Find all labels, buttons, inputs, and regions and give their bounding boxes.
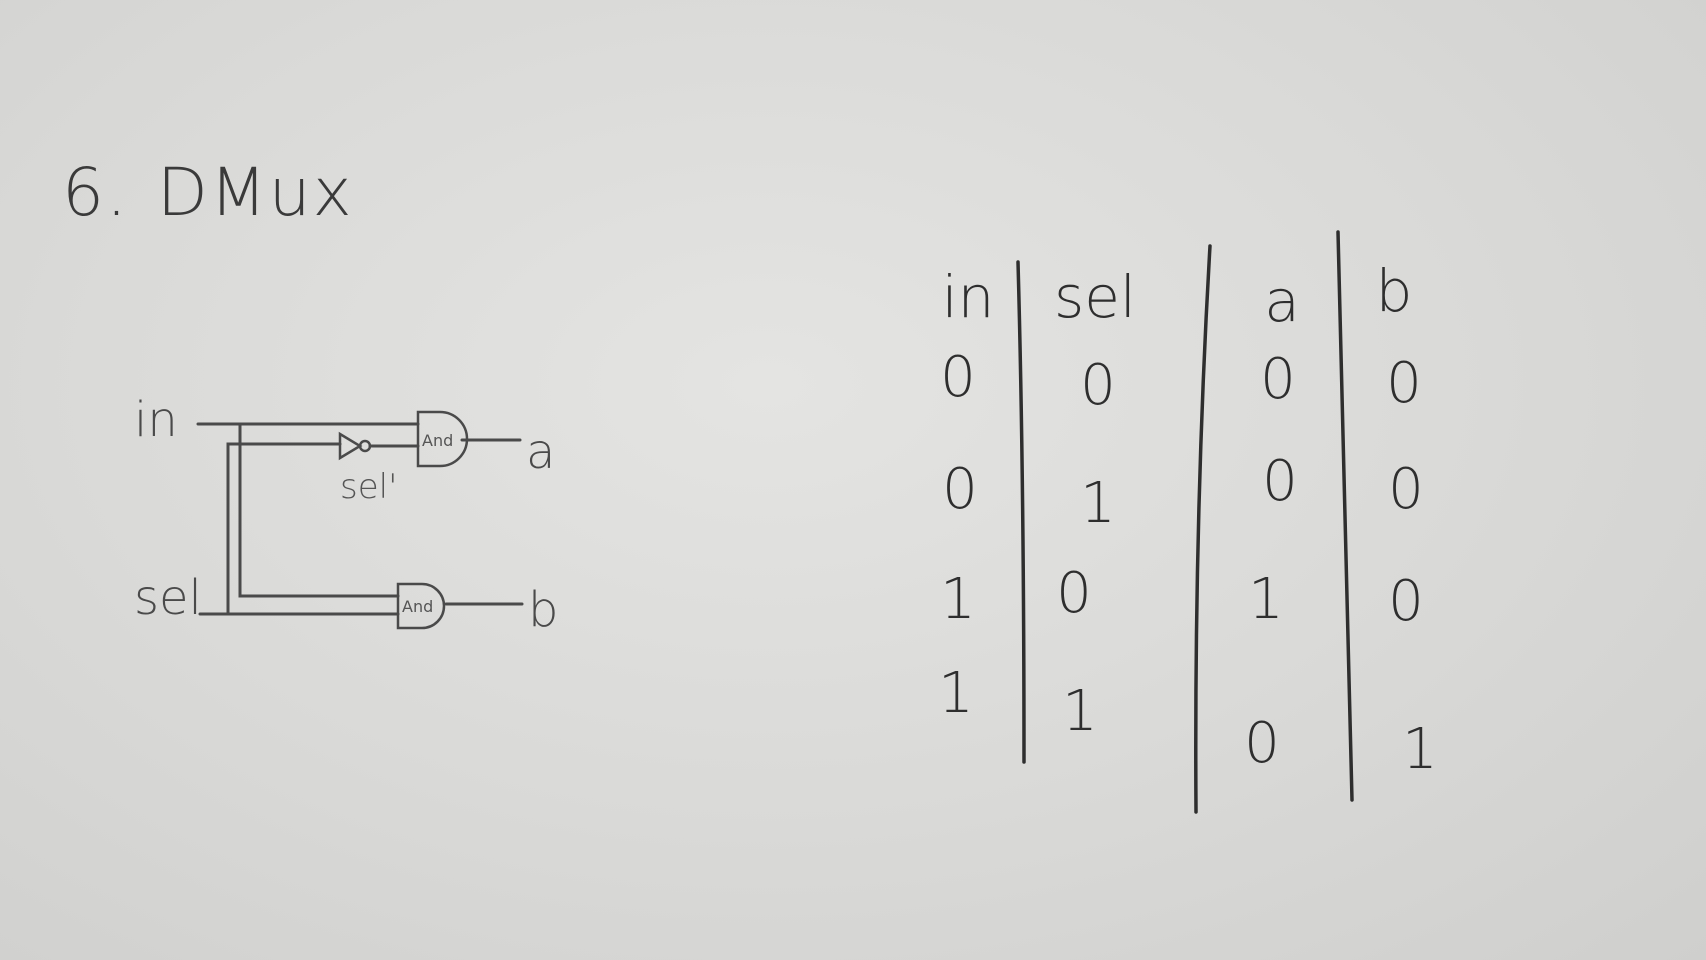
row1-a: 0 — [1238, 352, 1318, 408]
divider-in-sel — [1018, 262, 1024, 762]
row3-in: 1 — [918, 572, 998, 628]
row1-sel: 0 — [1058, 358, 1138, 414]
row4-b: 1 — [1380, 722, 1460, 778]
row4-sel: 1 — [1040, 684, 1120, 740]
row4-a: 0 — [1222, 716, 1302, 772]
header-sel: sel — [1054, 268, 1134, 326]
row2-in: 0 — [920, 462, 1000, 518]
header-in: in — [928, 268, 1008, 326]
divider-sel-a — [1196, 246, 1210, 812]
row1-b: 0 — [1364, 356, 1444, 412]
row2-a: 0 — [1240, 454, 1320, 510]
header-b: b — [1354, 262, 1434, 320]
row2-sel: 1 — [1058, 476, 1138, 532]
row1-in: 0 — [918, 350, 998, 406]
row3-b: 0 — [1366, 574, 1446, 630]
row2-b: 0 — [1366, 462, 1446, 518]
divider-a-b — [1338, 232, 1352, 800]
row3-sel: 0 — [1034, 566, 1114, 622]
row3-a: 1 — [1226, 572, 1306, 628]
row4-in: 1 — [916, 666, 996, 722]
header-a: a — [1242, 272, 1322, 330]
